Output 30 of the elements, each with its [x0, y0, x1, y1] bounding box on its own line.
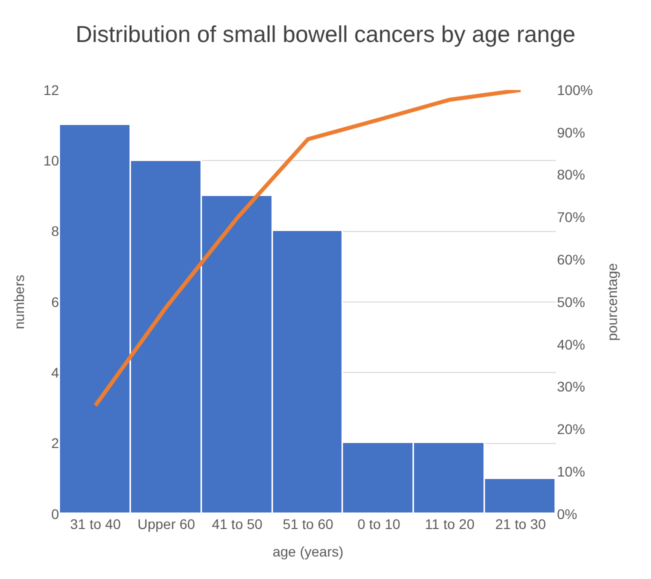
y-tick-label: 8	[51, 223, 60, 240]
y-tick-label: 4	[51, 364, 60, 381]
y2-tick-label: 70%	[557, 209, 586, 226]
x-axis-title: age (years)	[272, 543, 344, 560]
y2-tick-label: 100%	[557, 82, 593, 98]
x-tick-label: 51 to 60	[282, 516, 334, 532]
y2-tick-label: 60%	[557, 252, 586, 268]
line-series	[93, 90, 523, 408]
y2-axis-title: pourcentage	[604, 262, 620, 341]
y2-tick-label: 80%	[557, 166, 586, 183]
y-tick-label: 2	[51, 435, 60, 452]
y2-tick-label: 30%	[557, 378, 586, 395]
y2-tick-label: 90%	[557, 124, 586, 140]
y2-tick-label: 0%	[557, 506, 578, 522]
y2-tick-label: 50%	[557, 294, 586, 310]
y2-tick-label: 10%	[557, 464, 586, 480]
x-tick-label: 31 to 40	[70, 516, 121, 532]
y-tick-label: 0	[51, 506, 60, 522]
y-tick-label: 12	[43, 82, 60, 98]
y2-tick-label: 40%	[557, 336, 586, 352]
x-tick-label: 11 to 20	[424, 516, 475, 532]
x-tick-label: Upper 60	[137, 516, 196, 532]
chart-title: Distribution of small bowell cancers by age range	[76, 21, 576, 48]
y-tick-label: 10	[43, 152, 60, 169]
x-tick-label: 41 to 50	[212, 516, 263, 532]
x-tick-label: 0 to 10	[357, 516, 400, 532]
y-tick-label: 6	[51, 294, 60, 310]
y2-tick-label: 20%	[557, 421, 586, 438]
x-tick-label: 21 to 30	[495, 516, 546, 532]
y-axis-title: numbers	[11, 274, 28, 330]
